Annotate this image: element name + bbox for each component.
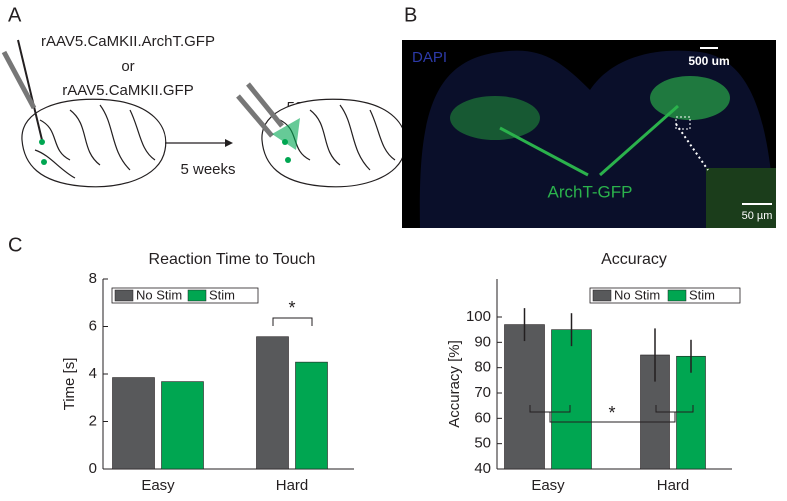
y-tick-label: 50 [474, 435, 491, 452]
brain-left [1, 39, 167, 188]
significance-bracket [272, 317, 313, 326]
y-axis-label: Time [s] [61, 358, 78, 411]
legend-label: No Stim [614, 287, 660, 302]
y-tick-label: 60 [474, 409, 491, 426]
gfp-expression [450, 96, 540, 140]
brain-right [236, 82, 407, 188]
gfp-expression [650, 76, 730, 120]
legend-box [111, 287, 259, 304]
bar [112, 377, 155, 470]
x-tick-label: Hard [657, 477, 690, 494]
y-tick-label: 0 [89, 460, 97, 477]
injection-site [41, 159, 47, 165]
legend-box [589, 287, 741, 304]
panel-label: B [404, 4, 417, 26]
y-axis-label: Accuracy [%] [446, 340, 463, 428]
legend-label: No Stim [136, 287, 182, 302]
inset-box [675, 116, 691, 130]
x-tick-label: Easy [531, 477, 565, 494]
legend-swatch [592, 289, 612, 302]
significance-star: * [608, 403, 615, 423]
inset [706, 168, 776, 228]
legend-swatch [114, 289, 134, 302]
stain-label: DAPI [412, 49, 447, 66]
chart-title: Reaction Time to Touch [149, 251, 316, 268]
vector-name: rAAV5.CaMKII.GFP [62, 82, 193, 99]
bar [295, 361, 328, 470]
y-tick-label: 80 [474, 359, 491, 376]
stim-site [285, 157, 291, 163]
vector-name: rAAV5.CaMKII.ArchT.GFP [41, 33, 215, 50]
legend-label: Stim [689, 287, 715, 302]
y-tick-label: 100 [466, 308, 491, 325]
scale-label: 500 um [688, 54, 729, 68]
bar [551, 329, 592, 470]
stim-site [282, 139, 288, 145]
laser-beam [272, 118, 300, 150]
scale-label: 50 µm [742, 210, 773, 222]
y-tick-label: 4 [89, 365, 97, 382]
pointer [499, 126, 589, 177]
pointer [599, 104, 679, 177]
bar [161, 381, 204, 470]
injection-site [39, 139, 45, 145]
legend-swatch [187, 289, 207, 302]
x-tick-label: Hard [276, 477, 309, 494]
significance-star: * [288, 298, 295, 318]
arrow-head [225, 139, 233, 147]
panel-label: C [8, 234, 22, 256]
y-tick-label: 6 [89, 317, 97, 334]
annotation: ArchT-GFP [547, 182, 632, 201]
chart-title: Accuracy [601, 251, 667, 268]
significance-bracket [549, 412, 676, 423]
legend-label: Stim [209, 287, 235, 302]
inset-pointer [675, 123, 709, 171]
arrow-label: 5 weeks [180, 161, 235, 178]
y-tick-label: 2 [89, 412, 97, 429]
legend-swatch [667, 289, 687, 302]
bar [676, 355, 706, 470]
y-tick-label: 40 [474, 460, 491, 477]
vector-or: or [121, 58, 134, 75]
y-tick-label: 8 [89, 270, 97, 287]
bar [256, 336, 289, 470]
y-tick-label: 70 [474, 384, 491, 401]
bar [504, 324, 545, 470]
panel-label: A [8, 4, 22, 26]
y-tick-label: 90 [474, 333, 491, 350]
x-tick-label: Easy [141, 477, 175, 494]
